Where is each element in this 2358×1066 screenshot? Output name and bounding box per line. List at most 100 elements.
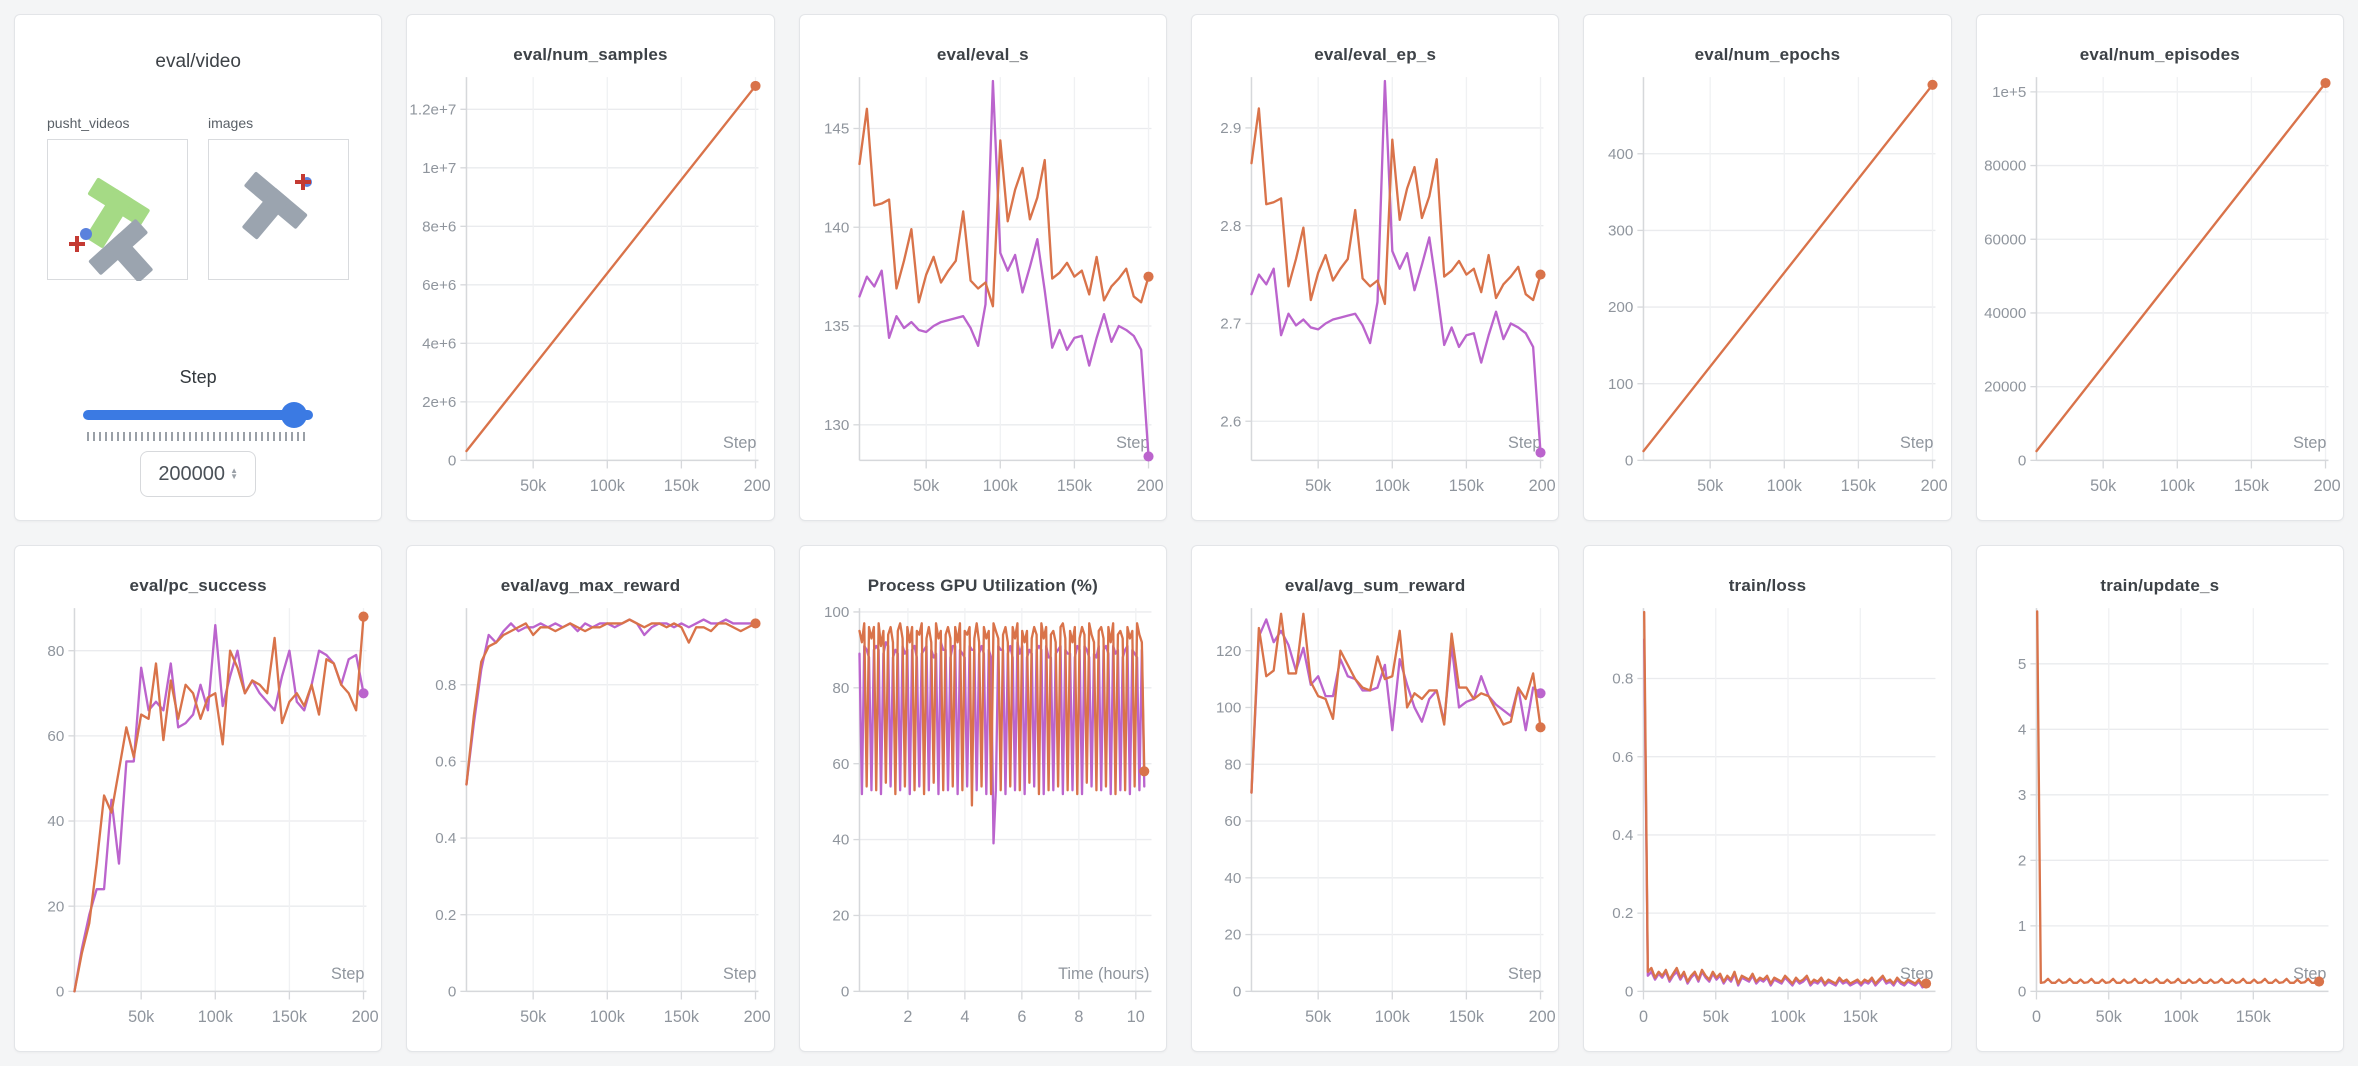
- svg-text:120: 120: [1216, 643, 1241, 660]
- svg-text:100k: 100k: [1771, 1008, 1807, 1026]
- svg-text:2.7: 2.7: [1220, 316, 1241, 333]
- panel-train-loss: train/loss 0 0.2 0.4 0.6 0.8 0 50k 100k 150k Step: [1583, 545, 1952, 1052]
- step-slider-label: Step: [179, 367, 217, 387]
- svg-text:60: 60: [832, 756, 849, 773]
- svg-text:200: 200: [1608, 299, 1633, 316]
- chart-title: eval/pc_success: [129, 576, 267, 595]
- svg-text:10: 10: [1126, 1008, 1144, 1026]
- svg-text:20: 20: [47, 898, 64, 915]
- svg-text:300: 300: [1608, 222, 1633, 239]
- chart-eval-num-episodes[interactable]: 0 20000 40000 60000 80000 1e+5 50k 100k 150k 200 S…: [1977, 69, 2343, 507]
- step-slider[interactable]: [83, 402, 314, 428]
- svg-text:0: 0: [2032, 1008, 2041, 1026]
- svg-text:40: 40: [832, 832, 849, 849]
- goal-cross: [69, 236, 85, 252]
- pusht-video-thumbnail[interactable]: [47, 139, 188, 283]
- svg-text:100k: 100k: [590, 1008, 626, 1026]
- svg-text:2: 2: [2018, 852, 2026, 869]
- chart-eval-avg-max-reward[interactable]: 0 0.2 0.4 0.6 0.8 50k 100k 150k 200 Step: [407, 600, 773, 1038]
- panel-eval-eval-s: eval/eval_s 130 135 140 145 50k 100k 150k 200 St…: [798, 14, 1167, 521]
- step-value[interactable]: 200000: [158, 462, 226, 485]
- svg-text:0: 0: [1625, 452, 1633, 469]
- media-label-images: images: [208, 115, 254, 131]
- svg-text:100k: 100k: [1375, 477, 1411, 495]
- chart-gpu-utilization[interactable]: 0 20 40 60 80 100 2 4 6 8 10 Time (hours): [800, 600, 1166, 1038]
- svg-text:130: 130: [824, 417, 849, 434]
- chart-eval-eval-ep-s[interactable]: 2.6 2.7 2.8 2.9 50k 100k 150k 200 Step: [1192, 69, 1558, 507]
- chart-eval-eval-s[interactable]: 130 135 140 145 50k 100k 150k 200 Step: [800, 69, 1166, 507]
- svg-text:100k: 100k: [2163, 1008, 2199, 1026]
- svg-text:Step: Step: [723, 965, 756, 983]
- svg-text:Step: Step: [331, 965, 364, 983]
- chart-eval-pc-success[interactable]: 0 20 40 60 80 50k 100k 150k 200 Step: [15, 600, 381, 1038]
- svg-text:1e+7: 1e+7: [422, 160, 456, 177]
- svg-text:80: 80: [47, 643, 64, 660]
- svg-text:60: 60: [1224, 813, 1241, 830]
- svg-text:2: 2: [903, 1008, 912, 1026]
- svg-text:2.8: 2.8: [1220, 218, 1241, 235]
- svg-text:50k: 50k: [520, 477, 547, 495]
- svg-text:200: 200: [1529, 1008, 1556, 1026]
- step-number-input[interactable]: 200000 ▲ ▼: [140, 451, 257, 497]
- svg-text:40000: 40000: [1984, 305, 2026, 322]
- chart-eval-num-epochs[interactable]: 0 100 200 300 400 50k 100k 150k 200 Step: [1584, 69, 1950, 507]
- svg-text:0: 0: [1233, 983, 1241, 1000]
- svg-text:150k: 150k: [1449, 477, 1485, 495]
- panel-train-update-s: train/update_s 0 1 2 3 4 5 0 50k 100k 150k Step: [1975, 545, 2344, 1052]
- svg-text:0: 0: [448, 452, 456, 469]
- media-label-pusht-videos: pusht_videos: [47, 115, 130, 131]
- svg-text:50k: 50k: [1305, 477, 1332, 495]
- slider-track[interactable]: [83, 410, 314, 420]
- svg-text:50k: 50k: [2090, 477, 2117, 495]
- svg-text:0: 0: [56, 983, 64, 1000]
- svg-text:6: 6: [1017, 1008, 1026, 1026]
- svg-text:40: 40: [47, 813, 64, 830]
- svg-text:50k: 50k: [520, 1008, 547, 1026]
- svg-text:1e+5: 1e+5: [1992, 84, 2026, 101]
- svg-text:40: 40: [1224, 870, 1241, 887]
- goal-cross: [295, 174, 311, 190]
- panel-eval-avg-sum-reward: eval/avg_sum_reward 0 20 40 60 80 100 120 50k 10…: [1191, 545, 1560, 1052]
- chart-eval-avg-sum-reward[interactable]: 0 20 40 60 80 100 120 50k 100k 150k 200 Step: [1192, 600, 1558, 1038]
- svg-text:150k: 150k: [664, 1008, 700, 1026]
- svg-text:100k: 100k: [1767, 477, 1803, 495]
- svg-text:5: 5: [2018, 656, 2026, 673]
- svg-text:50k: 50k: [913, 477, 940, 495]
- svg-text:0: 0: [2018, 452, 2026, 469]
- svg-text:135: 135: [824, 318, 849, 335]
- chart-title: Process GPU Utilization (%): [867, 576, 1098, 595]
- panel-eval-num-samples: eval/num_samples 0 2e+6 4e+6 6e+6 8e+6 1e+7 1.…: [406, 14, 775, 521]
- stepper-icon[interactable]: ▲ ▼: [230, 466, 238, 481]
- svg-text:0.4: 0.4: [1613, 827, 1634, 844]
- svg-text:0.8: 0.8: [436, 677, 457, 694]
- panel-eval-video: eval/video pusht_videos: [14, 14, 383, 521]
- chart-title: eval/avg_max_reward: [500, 576, 681, 595]
- svg-text:100k: 100k: [590, 477, 626, 495]
- svg-text:145: 145: [824, 121, 849, 138]
- svg-text:0: 0: [448, 983, 456, 1000]
- panel-title: eval/video: [155, 51, 241, 72]
- svg-text:0: 0: [841, 983, 849, 1000]
- svg-text:80: 80: [832, 680, 849, 697]
- svg-text:8e+6: 8e+6: [422, 218, 456, 235]
- svg-text:0.2: 0.2: [1613, 905, 1634, 922]
- slider-thumb[interactable]: [280, 402, 307, 428]
- svg-text:200: 200: [1136, 477, 1163, 495]
- svg-text:Time (hours): Time (hours): [1058, 965, 1149, 983]
- svg-text:0.4: 0.4: [436, 830, 457, 847]
- panel-eval-eval-ep-s: eval/eval_ep_s 2.6 2.7 2.8 2.9 50k 100k 150k 20…: [1191, 14, 1560, 521]
- images-thumbnail[interactable]: [208, 139, 349, 280]
- svg-text:200: 200: [2313, 477, 2340, 495]
- svg-text:100k: 100k: [1375, 1008, 1411, 1026]
- svg-text:6e+6: 6e+6: [422, 277, 456, 294]
- chart-title: eval/avg_sum_reward: [1284, 576, 1466, 595]
- svg-text:Step: Step: [1508, 434, 1541, 452]
- chart-eval-num-samples[interactable]: 0 2e+6 4e+6 6e+6 8e+6 1e+7 1.2e+7 50k 100k 150k 20…: [407, 69, 773, 507]
- svg-text:200: 200: [1921, 477, 1948, 495]
- svg-text:150k: 150k: [1841, 477, 1877, 495]
- svg-text:150k: 150k: [2233, 477, 2269, 495]
- svg-text:2.6: 2.6: [1220, 413, 1241, 430]
